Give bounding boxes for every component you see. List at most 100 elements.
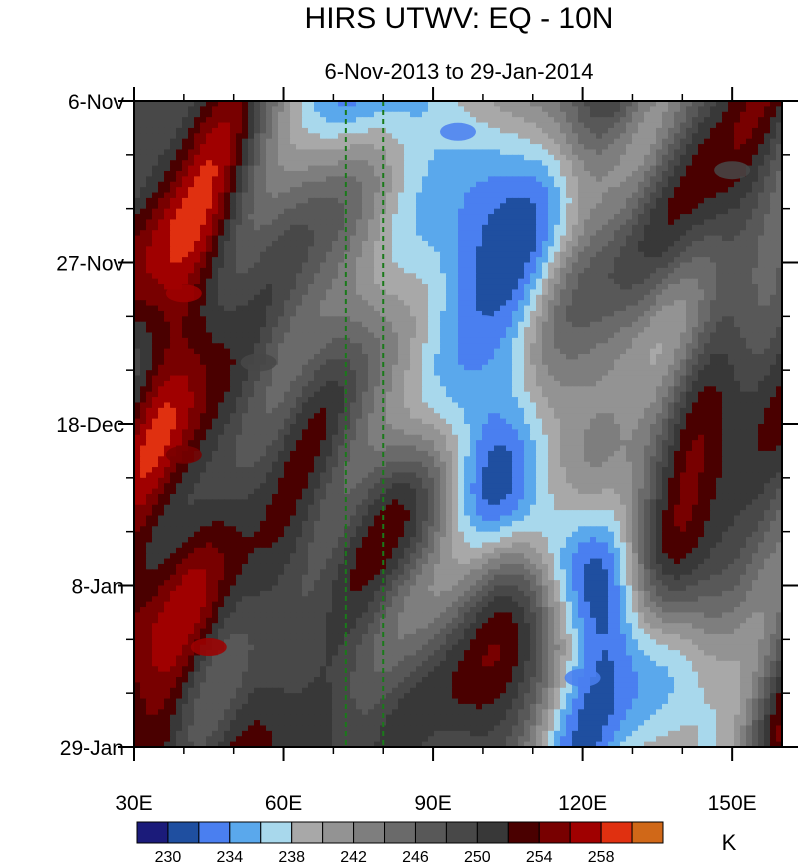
heatmap-cell bbox=[428, 149, 435, 156]
heatmap-cell bbox=[710, 289, 717, 296]
heatmap-cell bbox=[446, 192, 453, 199]
heatmap-cell bbox=[236, 111, 243, 118]
heatmap-cell bbox=[674, 106, 681, 113]
heatmap-cell bbox=[590, 122, 597, 129]
heatmap-cell bbox=[680, 122, 687, 129]
heatmap-cell bbox=[764, 122, 771, 129]
heatmap-cell bbox=[230, 235, 237, 242]
heatmap-cell bbox=[626, 246, 633, 253]
heatmap-cell bbox=[308, 214, 315, 221]
heatmap-cell bbox=[230, 300, 237, 307]
heatmap-cell bbox=[776, 219, 782, 226]
heatmap-cell bbox=[548, 246, 555, 253]
heatmap-cell bbox=[344, 165, 351, 172]
heatmap-cell bbox=[284, 284, 291, 291]
heatmap-cell bbox=[776, 273, 782, 280]
heatmap-cell bbox=[716, 294, 723, 301]
heatmap-cell bbox=[452, 294, 459, 301]
heatmap-cell bbox=[152, 219, 159, 226]
heatmap-cell bbox=[248, 127, 255, 134]
heatmap-cell bbox=[308, 337, 315, 344]
heatmap-cell bbox=[176, 138, 183, 145]
heatmap-cell bbox=[716, 343, 723, 350]
heatmap-cell bbox=[332, 160, 339, 167]
heatmap-cell bbox=[614, 267, 621, 274]
heatmap-cell bbox=[452, 181, 459, 188]
heatmap-cell bbox=[614, 111, 621, 118]
heatmap-cell bbox=[656, 251, 663, 258]
heatmap-cell bbox=[740, 197, 747, 204]
heatmap-cell bbox=[422, 257, 429, 264]
heatmap-cell bbox=[314, 208, 321, 215]
heatmap-cell bbox=[524, 257, 531, 264]
heatmap-cell bbox=[248, 230, 255, 237]
heatmap-cell bbox=[500, 214, 507, 221]
heatmap-cell bbox=[620, 246, 627, 253]
heatmap-cell bbox=[560, 101, 567, 107]
heatmap-cell bbox=[626, 230, 633, 237]
heatmap-cell bbox=[656, 267, 663, 274]
heatmap-cell bbox=[170, 246, 177, 253]
heatmap-cell bbox=[626, 284, 633, 291]
heatmap-cell bbox=[296, 262, 303, 269]
heatmap-cell bbox=[428, 284, 435, 291]
heatmap-cell bbox=[638, 144, 645, 151]
heatmap-cell bbox=[704, 214, 711, 221]
heatmap-cell bbox=[410, 208, 417, 215]
heatmap-cell bbox=[140, 257, 147, 264]
heatmap-cell bbox=[614, 337, 621, 344]
heatmap-cell bbox=[158, 327, 165, 334]
heatmap-cell bbox=[338, 154, 345, 161]
heatmap-cell bbox=[290, 332, 297, 339]
heatmap-cell bbox=[458, 165, 465, 172]
heatmap-cell bbox=[518, 273, 525, 280]
heatmap-cell bbox=[404, 337, 411, 344]
heatmap-cell bbox=[446, 160, 453, 167]
heatmap-cell bbox=[512, 235, 519, 242]
heatmap-cell bbox=[650, 305, 657, 312]
heatmap-cell bbox=[266, 278, 273, 285]
heatmap-cell bbox=[422, 176, 429, 183]
heatmap-cell bbox=[470, 310, 477, 317]
heatmap-cell bbox=[308, 343, 315, 350]
heatmap-cell bbox=[662, 122, 669, 129]
heatmap-cell bbox=[488, 165, 495, 172]
heatmap-cell bbox=[662, 246, 669, 253]
heatmap-cell bbox=[152, 138, 159, 145]
heatmap-cell bbox=[368, 262, 375, 269]
heatmap-cell bbox=[224, 197, 231, 204]
heatmap-cell bbox=[644, 122, 651, 129]
heatmap-cell bbox=[608, 106, 615, 113]
heatmap-cell bbox=[344, 246, 351, 253]
heatmap-cell bbox=[152, 160, 159, 167]
heatmap-cell bbox=[584, 278, 591, 285]
heatmap-cell bbox=[614, 257, 621, 264]
heatmap-cell bbox=[338, 337, 345, 344]
heatmap-cell bbox=[422, 267, 429, 274]
heatmap-cell bbox=[542, 203, 549, 210]
heatmap-cell bbox=[308, 197, 315, 204]
heatmap-cell bbox=[596, 176, 603, 183]
heatmap-cell bbox=[134, 284, 141, 291]
heatmap-cell bbox=[236, 203, 243, 210]
heatmap-cell bbox=[692, 197, 699, 204]
heatmap-cell bbox=[512, 310, 519, 317]
heatmap-cell bbox=[470, 343, 477, 350]
heatmap-cell bbox=[350, 321, 357, 328]
heatmap-cell bbox=[650, 219, 657, 226]
heatmap-cell bbox=[206, 203, 213, 210]
heatmap-cell bbox=[326, 149, 333, 156]
heatmap-cell bbox=[194, 149, 201, 156]
heatmap-cell bbox=[176, 262, 183, 269]
heatmap-cell bbox=[194, 327, 201, 334]
heatmap-cell bbox=[722, 262, 729, 269]
heatmap-cell bbox=[350, 122, 357, 129]
heatmap-cell bbox=[500, 176, 507, 183]
heatmap-cell bbox=[722, 289, 729, 296]
heatmap-cell bbox=[614, 343, 621, 350]
heatmap-cell bbox=[440, 149, 447, 156]
heatmap-cell bbox=[362, 106, 369, 113]
heatmap-cell bbox=[218, 251, 225, 258]
heatmap-cell bbox=[314, 278, 321, 285]
heatmap-cell bbox=[704, 111, 711, 118]
